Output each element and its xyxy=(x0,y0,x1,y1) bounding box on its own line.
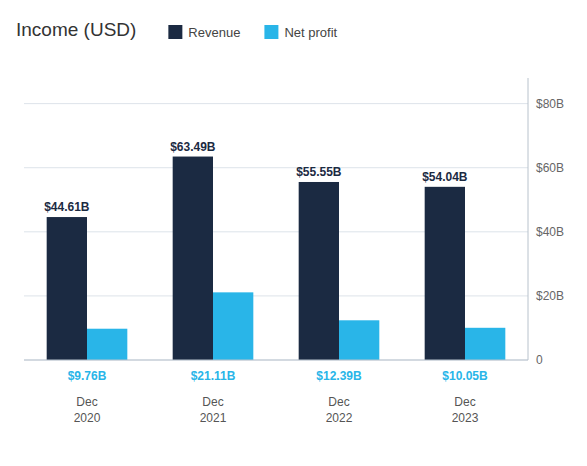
x-tick-label-line: Dec xyxy=(328,395,349,409)
bar xyxy=(425,187,465,360)
y-tick-label: 0 xyxy=(536,353,543,367)
data-label: $55.55B xyxy=(296,165,342,179)
grid-line xyxy=(24,103,528,104)
data-label: $63.49B xyxy=(170,140,216,154)
bar xyxy=(213,292,253,360)
y-tick-label: $20B xyxy=(536,289,564,303)
x-tick-label-line: 2023 xyxy=(452,411,479,425)
grid xyxy=(24,104,528,360)
data-label: $54.04B xyxy=(422,170,468,184)
data-label: $9.76B xyxy=(68,369,107,383)
legend: Revenue Net profit xyxy=(168,25,337,40)
bars xyxy=(47,157,506,360)
y-axis-line xyxy=(528,78,529,360)
bar xyxy=(299,182,339,360)
bar xyxy=(339,320,379,360)
x-axis-line xyxy=(24,360,528,361)
data-label: $10.05B xyxy=(442,369,488,383)
legend-swatch xyxy=(168,25,182,39)
x-tick-label-line: 2020 xyxy=(74,411,101,425)
y-tick-label: $80B xyxy=(536,97,564,111)
data-label: $44.61B xyxy=(44,200,90,214)
legend-swatch xyxy=(264,25,278,39)
bar xyxy=(87,329,127,360)
data-label: $21.11B xyxy=(191,369,236,383)
x-tick-label: Dec 2023 xyxy=(452,395,479,425)
y-tick-label: $40B xyxy=(536,225,564,239)
bar xyxy=(173,157,213,360)
x-tick-label: Dec 2022 xyxy=(326,395,353,425)
bar xyxy=(465,328,505,360)
grid-line xyxy=(24,167,528,168)
legend-label: Net profit xyxy=(284,25,337,40)
x-tick-label: Dec 2021 xyxy=(200,395,227,425)
title: Income (USD) xyxy=(16,19,136,40)
y-tick-label: $60B xyxy=(536,161,564,175)
x-tick-label: Dec 2020 xyxy=(74,395,101,425)
x-tick-label-line: 2022 xyxy=(326,411,353,425)
x-tick-label-line: 2021 xyxy=(200,411,227,425)
legend-label: Revenue xyxy=(188,25,240,40)
x-tick-label-line: Dec xyxy=(454,395,475,409)
x-tick-label-line: Dec xyxy=(202,395,223,409)
grid-line xyxy=(24,360,528,361)
bar xyxy=(47,217,87,360)
chart: Income (USD) Revenue Net profit 0 $20B $40B $6… xyxy=(0,0,587,466)
data-label: $12.39B xyxy=(316,369,362,383)
x-tick-label-line: Dec xyxy=(76,395,97,409)
